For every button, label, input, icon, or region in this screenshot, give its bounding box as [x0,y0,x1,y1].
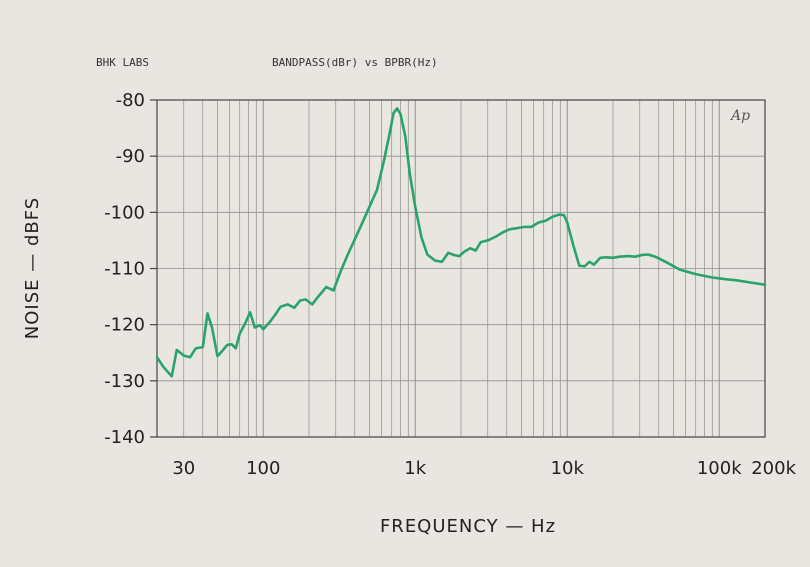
x-tick-label: 10k [551,458,585,479]
y-tick-label: -130 [104,371,145,392]
chart-title: BANDPASS(dBr) vs BPBR(Hz) [272,56,438,69]
ap-watermark: Ap [729,108,750,124]
y-tick-label: -110 [104,259,145,280]
x-axis-ticks: 30 100 1k 10k 100k 200k [172,458,796,479]
x-axis-title: FREQUENCY — Hz [380,516,556,537]
x-tick-label: 100 [246,458,280,479]
grid-lines [157,99,765,438]
y-tick-label: -100 [104,202,145,223]
noise-series-line [155,107,767,378]
header-lab-name: BHK LABS [96,56,149,69]
y-tick-label: -140 [104,427,145,448]
x-tick-label: 30 [172,458,195,479]
y-tick-label: -120 [104,315,145,336]
y-axis-ticks: -80 -90 -100 -110 -120 -130 -140 [104,90,157,448]
y-tick-label: -90 [116,146,145,167]
x-tick-label: 200k [751,458,796,479]
x-tick-label: 1k [404,458,426,479]
x-tick-label: 100k [697,458,742,479]
y-tick-label: -80 [116,90,145,111]
y-axis-title: NOISE — dBFS [22,197,43,339]
